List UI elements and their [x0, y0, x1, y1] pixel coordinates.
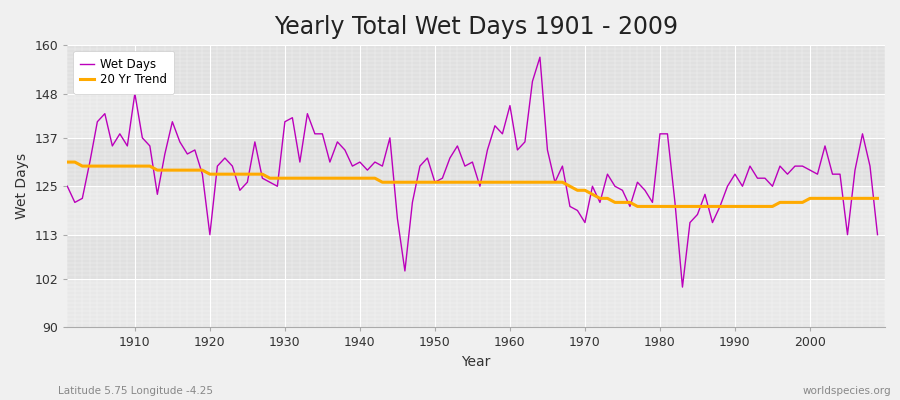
- Wet Days: [287, 115, 298, 120]
- Bar: [68, 279, 885, 328]
- Wet Days: [677, 285, 688, 290]
- Bar: [68, 94, 885, 138]
- Wet Days: [505, 103, 516, 108]
- 20 Yr Trend: [122, 164, 132, 168]
- X-axis label: Year: Year: [462, 355, 490, 369]
- 20 Yr Trend: [497, 180, 508, 185]
- Line: 20 Yr Trend: 20 Yr Trend: [68, 162, 878, 206]
- Bar: [68, 138, 885, 186]
- Wet Days: [535, 55, 545, 60]
- Y-axis label: Wet Days: Wet Days: [15, 153, 29, 219]
- 20 Yr Trend: [632, 204, 643, 209]
- 20 Yr Trend: [872, 196, 883, 201]
- 20 Yr Trend: [62, 160, 73, 164]
- Wet Days: [602, 172, 613, 176]
- Wet Days: [122, 144, 132, 148]
- Legend: Wet Days, 20 Yr Trend: Wet Days, 20 Yr Trend: [73, 51, 175, 94]
- Line: Wet Days: Wet Days: [68, 57, 878, 287]
- Text: Latitude 5.75 Longitude -4.25: Latitude 5.75 Longitude -4.25: [58, 386, 213, 396]
- 20 Yr Trend: [595, 196, 606, 201]
- Title: Yearly Total Wet Days 1901 - 2009: Yearly Total Wet Days 1901 - 2009: [274, 15, 679, 39]
- 20 Yr Trend: [332, 176, 343, 180]
- Text: worldspecies.org: worldspecies.org: [803, 386, 891, 396]
- 20 Yr Trend: [287, 176, 298, 180]
- Bar: [68, 235, 885, 279]
- 20 Yr Trend: [505, 180, 516, 185]
- Wet Days: [872, 232, 883, 237]
- Bar: [68, 186, 885, 235]
- Bar: [68, 45, 885, 94]
- Wet Days: [497, 132, 508, 136]
- Wet Days: [332, 140, 343, 144]
- Wet Days: [62, 184, 73, 189]
